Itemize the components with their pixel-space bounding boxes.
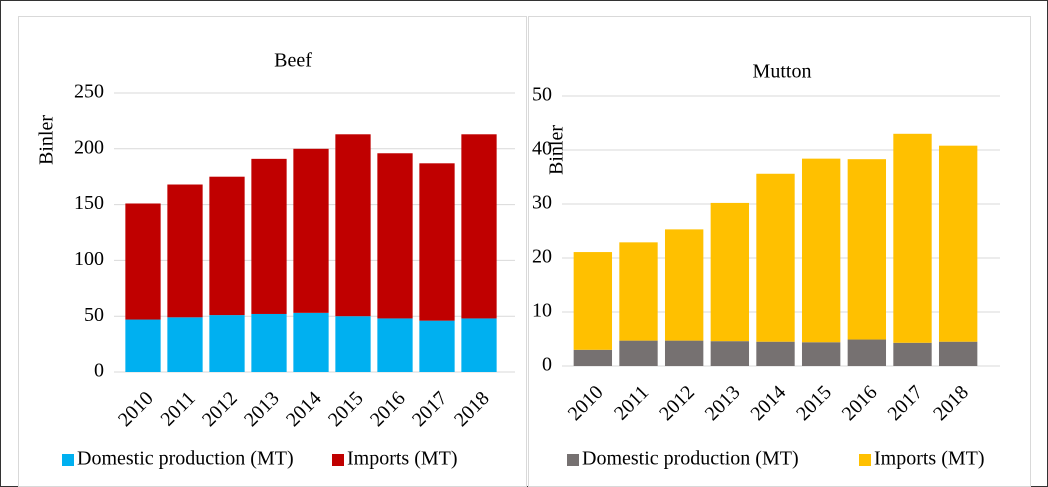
- bar-segment: [293, 312, 329, 372]
- bar-segment: [125, 319, 161, 372]
- x-tick-label: 2015: [324, 387, 368, 431]
- bar-segment: [377, 153, 413, 319]
- legend-label: Domestic production (MT): [582, 448, 799, 470]
- legend-label: Imports (MT): [874, 448, 985, 470]
- bar-segment: [377, 318, 413, 372]
- y-tick-label: 0: [94, 360, 104, 382]
- bar-segment: [125, 203, 161, 320]
- bar-segment: [801, 342, 841, 366]
- y-tick-label: 10: [532, 300, 552, 322]
- chart-title: Mutton: [753, 61, 812, 83]
- bar-segment: [619, 242, 658, 341]
- y-axis-label: Binler: [36, 115, 58, 165]
- bar-segment: [893, 133, 932, 343]
- bar-segment: [461, 318, 497, 372]
- bar-segment: [573, 349, 613, 366]
- bar-segment: [847, 339, 887, 366]
- bar-segment: [209, 315, 245, 372]
- bar-segment: [756, 341, 795, 366]
- x-tick-label: 2017: [883, 381, 927, 425]
- bar-segment: [335, 316, 371, 372]
- bar-segment: [335, 134, 371, 317]
- bar-segment: [251, 313, 287, 372]
- y-tick-label: 30: [532, 192, 552, 214]
- bar-segment: [710, 341, 750, 366]
- bar-segment: [461, 134, 497, 319]
- bar-segment: [847, 159, 887, 340]
- x-tick-label: 2018: [929, 381, 973, 425]
- x-tick-label: 2012: [198, 387, 242, 431]
- legend-swatch: [62, 454, 74, 466]
- bar-segment: [756, 173, 795, 342]
- bar-segment: [664, 229, 704, 341]
- bar-segment: [167, 184, 203, 318]
- y-tick-label: 100: [74, 248, 104, 270]
- legend-label: Domestic production (MT): [77, 448, 294, 470]
- x-tick-label: 2014: [746, 381, 790, 425]
- chart-title: Beef: [274, 50, 312, 72]
- bar-segment: [419, 163, 455, 321]
- bar-segment: [167, 317, 203, 372]
- y-axis-label: Binler: [546, 125, 568, 175]
- x-tick-label: 2016: [838, 381, 882, 425]
- bar-segment: [938, 341, 978, 366]
- bar-segment: [710, 202, 750, 342]
- bar-segment: [573, 252, 613, 350]
- y-tick-label: 50: [84, 304, 104, 326]
- y-tick-label: 20: [532, 246, 552, 268]
- legend-swatch: [332, 454, 344, 466]
- legend-swatch: [859, 454, 871, 466]
- legend-label: Imports (MT): [347, 448, 458, 470]
- bar-segment: [251, 158, 287, 314]
- bar-segment: [664, 340, 704, 366]
- bar-segment: [938, 145, 978, 342]
- bar-segment: [893, 342, 932, 366]
- bar-segment: [209, 176, 245, 316]
- x-tick-label: 2011: [610, 381, 653, 424]
- y-tick-label: 200: [74, 136, 104, 158]
- bar-segment: [801, 158, 841, 343]
- x-tick-label: 2018: [450, 387, 494, 431]
- x-tick-label: 2012: [655, 381, 699, 425]
- x-tick-label: 2014: [282, 387, 326, 431]
- x-tick-label: 2013: [701, 381, 745, 425]
- y-tick-label: 0: [542, 354, 552, 376]
- x-tick-label: 2010: [114, 387, 158, 431]
- y-tick-label: 50: [532, 84, 552, 106]
- x-tick-label: 2015: [792, 381, 836, 425]
- bar-segment: [293, 148, 329, 313]
- y-tick-label: 250: [74, 81, 104, 103]
- x-tick-label: 2016: [366, 387, 410, 431]
- x-tick-label: 2017: [408, 387, 452, 431]
- y-tick-label: 40: [532, 138, 552, 160]
- x-tick-label: 2013: [240, 387, 284, 431]
- bar-segment: [619, 340, 658, 366]
- x-tick-label: 2011: [156, 387, 199, 430]
- x-tick-label: 2010: [564, 381, 608, 425]
- legend-swatch: [567, 454, 579, 466]
- bar-segment: [419, 320, 455, 372]
- y-tick-label: 150: [74, 192, 104, 214]
